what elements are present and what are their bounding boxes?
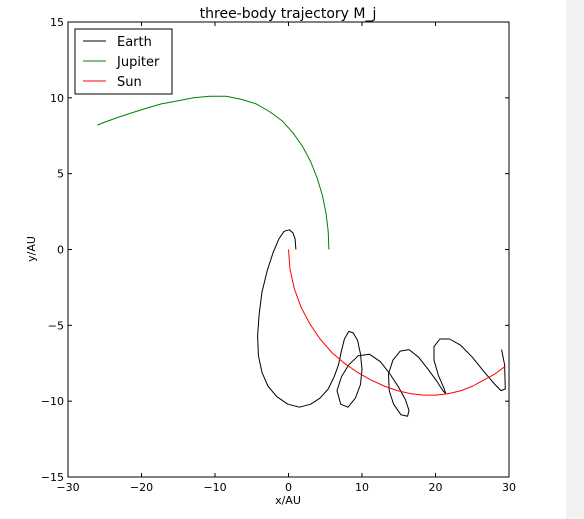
x-axis-label: x/AU — [275, 494, 301, 507]
y-tick-label: 10 — [50, 92, 64, 105]
legend: Earth Jupiter Sun — [74, 28, 173, 95]
series-line-sun — [288, 249, 506, 396]
tick-layer: −30 −20 −10 0 10 20 30 −15 −10 −5 0 5 10 15 — [41, 16, 516, 494]
y-tick-label: −5 — [48, 319, 64, 332]
y-tick-label: −15 — [41, 471, 64, 484]
x-tick-label: −10 — [203, 481, 226, 494]
y-tick-label: 5 — [57, 168, 64, 181]
y-axis-label: y/AU — [25, 236, 38, 262]
chart-title: three-body trajectory M_j — [200, 6, 377, 22]
y-tick-label: −10 — [41, 395, 64, 408]
trajectory-chart: three-body trajectory M_j −30 −20 −10 0 10 20… — [25, 6, 516, 507]
legend-label-sun: Sun — [117, 75, 142, 90]
series-line-jupiter — [97, 95, 330, 250]
series-line-earth — [257, 229, 506, 417]
x-tick-label: −20 — [130, 481, 153, 494]
legend-label-earth: Earth — [117, 35, 152, 50]
y-tick-label: 0 — [57, 244, 64, 257]
x-tick-label: 30 — [502, 481, 516, 494]
x-tick-label: 10 — [355, 481, 369, 494]
window-edge-strip — [566, 0, 584, 519]
legend-label-jupiter: Jupiter — [116, 55, 160, 70]
x-tick-label: 20 — [429, 481, 443, 494]
series-layer — [97, 95, 506, 417]
x-tick-label: 0 — [285, 481, 292, 494]
y-tick-label: 15 — [50, 16, 64, 29]
x-tick-label: −30 — [56, 481, 79, 494]
